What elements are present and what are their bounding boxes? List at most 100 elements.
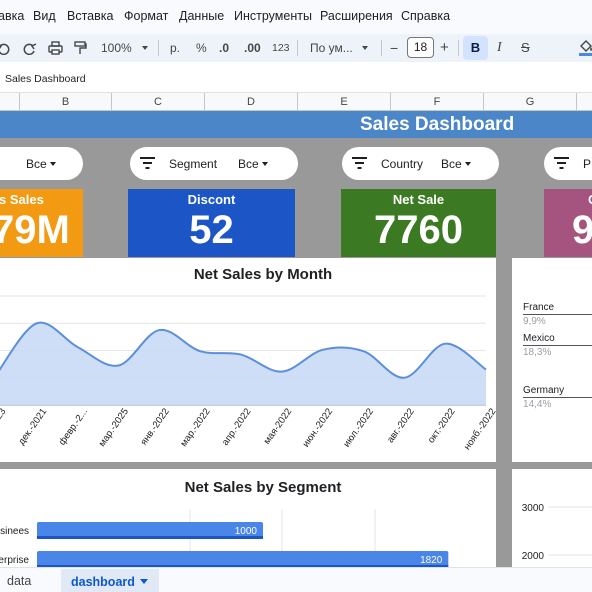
dropdown-caret-icon — [49, 162, 56, 166]
chart-net-sales-by-country[interactable]: France 9,9% Mexico 18,3% Germany 14,4% — [512, 258, 592, 462]
filter-chip-segment[interactable]: Segment Все — [130, 147, 298, 180]
toolbar: 100% р. % .0 .00 123 По ум... − 18 + B I… — [0, 34, 592, 62]
bar-shadow — [37, 536, 263, 539]
column-chart: 3000 2000 — [522, 503, 592, 562]
kpi-label: Net Sale — [392, 192, 445, 207]
column-header[interactable]: F — [391, 93, 484, 111]
y-tick-label: 3000 — [522, 503, 545, 514]
menu-tools[interactable]: Инструменты — [234, 9, 312, 23]
decrease-decimal-button[interactable]: .0 — [219, 41, 230, 55]
increase-decimal-button[interactable]: .00 — [244, 41, 261, 55]
undo-icon[interactable] — [0, 41, 10, 55]
bar — [37, 522, 263, 538]
strikethrough-button[interactable]: S — [521, 40, 530, 55]
kpi-value: 7760 — [374, 208, 463, 252]
bar — [37, 551, 449, 567]
print-icon[interactable] — [48, 41, 63, 55]
x-tick-label: ...2023 — [0, 406, 8, 436]
x-tick-label: мар.-2022 — [178, 406, 212, 448]
menu-extensions[interactable]: Расширения — [320, 9, 393, 23]
font-size-decrease-button[interactable]: − — [390, 40, 399, 56]
menu-view[interactable]: Вид — [33, 9, 56, 23]
filter-label: Country — [381, 157, 424, 171]
country-legend: France 9,9% Mexico 18,3% Germany 14,4% — [512, 258, 592, 462]
chart-title: Net Sales by Segment — [184, 479, 342, 496]
sheet-tab-dashboard[interactable]: dashboard — [61, 569, 159, 592]
font-caret-icon — [362, 46, 368, 50]
filter-chip-product[interactable]: P — [544, 147, 592, 180]
chart-right-bottom[interactable]: 3000 2000 — [512, 469, 592, 567]
formula-text[interactable]: Sales Dashboard — [5, 73, 86, 85]
kpi-card-net-sale: Net Sale 7760 — [341, 189, 496, 257]
filter-label: P — [583, 157, 592, 171]
x-tick-label: июл.-2022 — [341, 406, 376, 449]
bar-value-label: 1000 — [235, 526, 258, 537]
area-fill — [0, 322, 486, 405]
sheet-tab-data[interactable]: data — [7, 574, 32, 588]
dashboard-title-bar: Sales Dashboard — [0, 111, 592, 138]
kpi-value: 9 — [572, 208, 592, 252]
menu-data[interactable]: Данные — [179, 9, 225, 23]
italic-button[interactable]: I — [497, 40, 502, 55]
x-tick-label: окт.-2022 — [426, 406, 458, 445]
x-tick-label: янв.-2022 — [138, 406, 171, 447]
font-select[interactable]: По ум... — [310, 41, 353, 55]
sheet-tabs-bar: data dashboard — [0, 567, 592, 592]
menu-help[interactable]: Справка — [401, 9, 451, 23]
kpi-card-gross-profit: G 9 — [544, 189, 592, 257]
formula-bar[interactable]: Sales Dashboard — [0, 68, 592, 90]
font-size-increase-button[interactable]: + — [440, 39, 449, 56]
font-size-input[interactable]: 18 — [407, 37, 434, 58]
column-header[interactable]: G — [484, 93, 577, 111]
fill-color-icon[interactable] — [578, 38, 592, 58]
column-header[interactable]: D — [205, 93, 298, 111]
country-row: France 9,9% — [523, 302, 592, 327]
category-label: erprise — [0, 555, 29, 566]
bar-shadow — [37, 565, 449, 567]
filter-value: Все — [441, 157, 471, 171]
menu-edit[interactable]: авка — [0, 9, 25, 23]
percent-format-button[interactable]: % — [196, 41, 207, 55]
filter-label: Segment — [169, 157, 218, 171]
filter-chip-country[interactable]: Country Все — [342, 147, 499, 180]
dashboard: Sales Dashboard Все Segment Все Country … — [0, 111, 592, 567]
x-tick-label: февр.-2... — [57, 406, 90, 447]
country-row: Mexico 18,3% — [523, 333, 592, 358]
country-percent: 14,4% — [523, 399, 552, 410]
bar-value-label: 1820 — [420, 555, 443, 566]
zoom-select[interactable]: 100% — [101, 41, 132, 55]
zoom-caret-icon — [142, 46, 148, 50]
x-tick-label: нояб.-2022 — [462, 406, 496, 452]
paint-format-icon[interactable] — [73, 41, 87, 55]
dropdown-caret-icon — [464, 162, 471, 166]
y-tick-label: 2000 — [522, 551, 545, 562]
chart-net-sales-by-month[interactable]: Net Sales by Month ...2023 дек.-2021 февр.… — [0, 258, 496, 462]
menu-insert[interactable]: Вставка — [67, 9, 114, 23]
chart-net-sales-by-segment[interactable]: Net Sales by Segment 1000 sinees 1820 erpri… — [0, 469, 496, 567]
currency-format-button[interactable]: р. — [170, 41, 181, 55]
country-percent: 9,9% — [523, 316, 546, 327]
area-chart: ...2023 дек.-2021 февр.-2... мар.-2025 янв.-… — [0, 295, 496, 452]
number-format-button[interactable]: 123 — [272, 42, 290, 54]
column-header[interactable]: C — [112, 93, 205, 111]
tab-caret-icon[interactable] — [140, 579, 148, 584]
column-header-row: B C D E F G — [0, 92, 592, 111]
kpi-card-gross-sales: s Sales 79M — [0, 189, 83, 257]
dropdown-caret-icon — [261, 162, 268, 166]
column-header-a[interactable] — [0, 93, 20, 111]
column-header[interactable]: E — [298, 93, 391, 111]
kpi-value: 52 — [189, 208, 234, 252]
kpi-label: Discont — [187, 192, 236, 207]
filter-icon — [554, 157, 569, 169]
x-tick-label: апр.-2022 — [220, 406, 253, 447]
filter-chip-year[interactable]: Все — [0, 147, 83, 180]
column-header[interactable]: B — [20, 93, 112, 111]
menu-format[interactable]: Формат — [124, 9, 169, 23]
filter-icon — [140, 157, 155, 169]
filter-value: Все — [26, 157, 56, 171]
redo-icon[interactable] — [23, 41, 37, 55]
toolbar-top-icons — [0, 0, 70, 4]
country-name: France — [523, 302, 592, 315]
bold-button[interactable]: B — [463, 36, 488, 60]
